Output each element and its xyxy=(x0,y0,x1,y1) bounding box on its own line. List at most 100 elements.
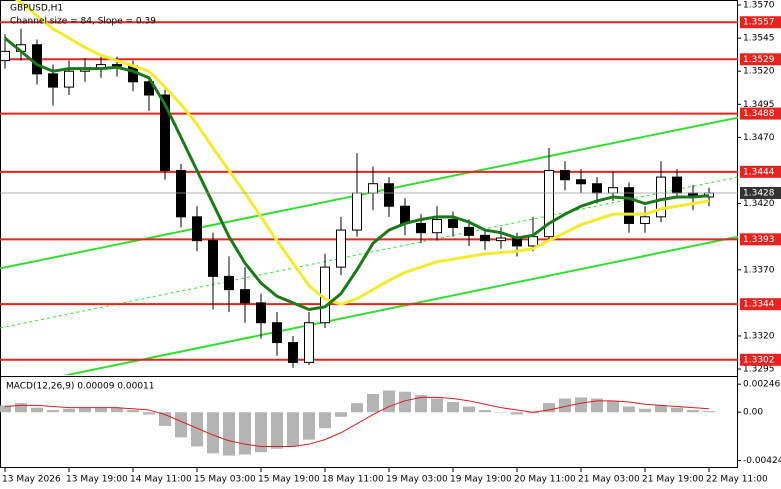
macd-bar xyxy=(255,412,267,453)
macd-bar xyxy=(463,406,475,413)
candle-body xyxy=(160,94,170,171)
price-panel xyxy=(0,0,738,375)
candle-body xyxy=(240,289,250,304)
x-tick-label: 13 May 2026 xyxy=(2,475,61,485)
x-tick-label: 15 May 19:00 xyxy=(258,475,320,485)
level-label-box xyxy=(740,165,781,178)
level-label: 1.3529 xyxy=(743,55,775,65)
candle-body xyxy=(336,229,346,268)
y-tick-label: 1.3295 xyxy=(743,365,775,375)
y-tick-label: 1.3570 xyxy=(743,1,775,11)
x-tick-label: 19 May 19:00 xyxy=(450,475,512,485)
candle-body xyxy=(400,205,410,224)
candle-body xyxy=(384,183,394,207)
candle-body xyxy=(640,216,650,224)
candle-body xyxy=(176,169,186,218)
candle-body xyxy=(32,44,42,75)
x-tick-label: 20 May 11:00 xyxy=(514,475,576,485)
candle-body xyxy=(368,183,378,194)
level-label: 1.3488 xyxy=(743,109,775,119)
candle-body xyxy=(432,218,442,234)
moving-average xyxy=(14,0,710,306)
macd-bar xyxy=(639,408,651,413)
candle-body xyxy=(256,302,266,324)
y-tick-label: 1.3495 xyxy=(743,100,775,110)
candle-body xyxy=(608,187,618,194)
candle-body xyxy=(208,240,218,277)
macd-bar xyxy=(511,412,523,415)
macd-bar xyxy=(351,403,363,413)
candle-body xyxy=(0,50,10,62)
macd-bar xyxy=(399,391,411,413)
level-label-box xyxy=(740,53,781,66)
macd-bar xyxy=(543,403,555,413)
moving-average xyxy=(4,36,710,312)
x-tick-label: 22 May 11:00 xyxy=(706,475,768,485)
annotation: Channel size = 84, Slope = 0.39 xyxy=(10,17,156,27)
y-tick-label: 1.3320 xyxy=(743,331,775,341)
macd-bar xyxy=(31,407,43,413)
candle-body xyxy=(224,275,234,291)
macd-bar xyxy=(383,390,395,413)
macd-panel xyxy=(0,390,715,456)
candle-body xyxy=(496,237,506,242)
macd-tick-label: 0.00 xyxy=(743,408,763,418)
x-tick-label: 21 May 03:00 xyxy=(578,475,640,485)
macd-bar xyxy=(127,409,139,413)
macd-bar xyxy=(687,409,699,413)
candle-body xyxy=(560,169,570,181)
level-label: 1.3393 xyxy=(743,235,775,245)
level-label: 1.3302 xyxy=(743,355,775,365)
macd-bar xyxy=(47,409,59,413)
candle-body xyxy=(192,216,202,242)
macd-bar xyxy=(287,412,299,447)
candle-body xyxy=(304,322,314,363)
candle-body xyxy=(624,187,634,224)
macd-bar xyxy=(95,407,107,413)
candle-body xyxy=(464,226,474,236)
candle-body xyxy=(544,169,554,238)
macd-tick-label: -0.00424 xyxy=(743,456,781,466)
macd-bar xyxy=(591,398,603,413)
level-label: 1.3444 xyxy=(743,167,775,177)
level-label-box xyxy=(740,353,781,366)
chart-title: GBPUSD,H1 xyxy=(10,4,63,14)
macd-bar xyxy=(495,412,507,413)
x-tick-label: 18 May 11:00 xyxy=(322,475,384,485)
y-tick-label: 1.3470 xyxy=(743,133,775,143)
macd-bar xyxy=(671,407,683,413)
channel-line xyxy=(62,235,738,375)
macd-bar xyxy=(607,400,619,413)
macd-title: MACD(12,26,9) 0.00009 0.00011 xyxy=(6,382,155,392)
macd-bar xyxy=(143,412,155,415)
macd-bar xyxy=(703,411,715,413)
candle-body xyxy=(576,179,586,185)
macd-bar xyxy=(431,398,443,413)
macd-bar xyxy=(239,412,251,455)
macd-bar xyxy=(447,401,459,413)
macd-bar xyxy=(335,412,347,417)
candle-body xyxy=(480,234,490,242)
candle-body xyxy=(272,322,282,344)
level-label-box xyxy=(740,233,781,246)
macd-bar xyxy=(79,407,91,413)
current-price-box xyxy=(740,186,781,199)
macd-signal xyxy=(4,396,710,447)
macd-bar xyxy=(575,397,587,413)
level-label: 1.3557 xyxy=(743,18,775,28)
x-tick-label: 21 May 19:00 xyxy=(642,475,704,485)
candle-body xyxy=(144,81,154,96)
macd-bar xyxy=(367,393,379,413)
x-tick-label: 15 May 03:00 xyxy=(194,475,256,485)
macd-bar xyxy=(479,409,491,413)
candle-body xyxy=(288,342,298,363)
candle-body xyxy=(656,176,666,218)
current-price-label: 1.3428 xyxy=(743,188,775,198)
candle-body xyxy=(528,236,538,247)
level-label-box xyxy=(740,107,781,120)
macd-bar xyxy=(415,395,427,413)
frame xyxy=(0,0,738,468)
candle-body xyxy=(672,176,682,194)
